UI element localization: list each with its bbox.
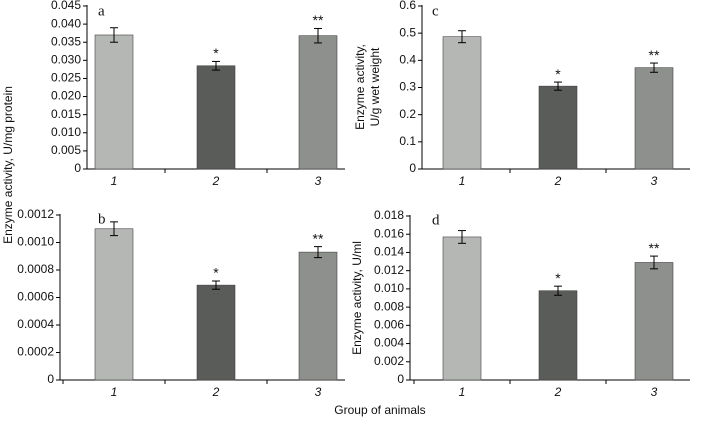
significance-mark: *: [213, 45, 219, 61]
y-tick-label: 0.0002: [17, 345, 54, 359]
y-tick-label: 0.014: [374, 245, 404, 259]
y-tick-label: 0.040: [51, 16, 81, 30]
significance-mark: **: [313, 230, 324, 246]
bar: [196, 284, 236, 381]
x-tick-label: 3: [315, 385, 322, 399]
y-tick-label: 0.016: [374, 226, 404, 240]
error-bar: [458, 230, 466, 244]
y-tick-label: 0: [47, 372, 54, 386]
significance-mark: *: [555, 270, 561, 286]
bar: [634, 67, 674, 170]
y-tick-label: 0.005: [51, 143, 81, 157]
y-tick-label: 0.020: [51, 89, 81, 103]
bar: [196, 65, 236, 170]
error-bar: [314, 246, 322, 259]
bar: [442, 36, 482, 170]
y-tick-label: 0.4: [399, 53, 416, 67]
x-tick-label: 1: [111, 174, 118, 188]
bar: [298, 35, 338, 170]
x-tick-label: 2: [554, 385, 562, 399]
panel-label: d: [432, 212, 440, 228]
panel: 0 0.0002 0.0004 0.0006 0.0008 0.0010 0.0012 1 * 2…: [17, 207, 345, 399]
error-bar: [554, 81, 562, 91]
x-tick-label: 3: [651, 385, 658, 399]
significance-mark: **: [649, 47, 660, 63]
bar: [442, 236, 482, 381]
y-tick-label: 0.018: [374, 208, 404, 222]
y-tick-label: 0.0012: [17, 207, 54, 221]
error-bar: [554, 285, 562, 296]
y-tick-label: 0.0008: [17, 262, 54, 276]
x-tick-label: 2: [212, 385, 220, 399]
y-tick-label: 0.2: [399, 107, 416, 121]
error-bar: [110, 27, 118, 43]
significance-mark: *: [213, 265, 219, 281]
panel-label: c: [432, 3, 439, 19]
bar: [298, 251, 338, 381]
y-tick-label: 0.010: [374, 281, 404, 295]
panel: 0 0.005 0.010 0.015 0.020 0.025 0.030 0.035 0.04…: [1, 0, 345, 244]
significance-mark: **: [313, 12, 324, 28]
x-tick-label: 1: [111, 385, 118, 399]
x-tick-label: 3: [315, 174, 322, 188]
y-tick-label: 0: [74, 161, 81, 175]
bar: [94, 34, 134, 170]
y-tick-label: 0.002: [374, 354, 404, 368]
y-tick-label: 0.5: [399, 25, 416, 39]
y-tick-label: 0.1: [399, 134, 416, 148]
y-tick-label: 0.045: [51, 0, 81, 12]
y-tick-label: 0.008: [374, 299, 404, 313]
y-axis-label: Enzyme activity, U/mg protein: [1, 86, 15, 244]
y-tick-label: 0.3: [399, 80, 416, 94]
bar: [634, 262, 674, 381]
error-bar: [650, 62, 658, 73]
x-axis-label: Group of animals: [334, 403, 425, 417]
y-tick-label: 0.004: [374, 336, 404, 350]
error-bar: [650, 255, 658, 270]
y-tick-label: 0.012: [374, 263, 404, 277]
panel: 0 0.002 0.004 0.006 0.008 0.010 0.012 0.014 0.01…: [350, 208, 690, 399]
y-tick-label: 0.030: [51, 53, 81, 67]
panel-label: a: [98, 3, 105, 19]
y-tick-label: 0.6: [399, 0, 416, 12]
x-tick-label: 1: [459, 174, 466, 188]
error-bar: [110, 221, 118, 237]
x-tick-label: 1: [459, 385, 466, 399]
error-bar: [458, 30, 466, 44]
bar: [94, 228, 134, 381]
y-tick-label: 0.010: [51, 125, 81, 139]
panel-label: b: [98, 211, 106, 227]
significance-mark: **: [649, 240, 660, 256]
y-tick-label: 0: [409, 161, 416, 175]
y-tick-label: 0.006: [374, 318, 404, 332]
bar: [538, 290, 578, 381]
y-axis-label: Enzyme activity,: [353, 44, 367, 130]
y-axis-label: Enzyme activity, U/ml: [350, 241, 364, 355]
y-tick-label: 0.0010: [17, 235, 54, 249]
x-tick-label: 3: [651, 174, 658, 188]
y-tick-label: 0.035: [51, 34, 81, 48]
error-bar: [212, 280, 220, 290]
significance-mark: *: [555, 66, 561, 82]
error-bar: [314, 27, 322, 44]
y-axis-label: U/g wet weight: [368, 47, 382, 126]
y-tick-label: 0.0006: [17, 290, 54, 304]
y-tick-label: 0.0004: [17, 317, 54, 331]
panel: 0 0.1 0.2 0.3 0.4 0.5 0.6 1 * 2 ** 3 c Enzyme activit…: [353, 0, 690, 188]
x-tick-label: 2: [554, 174, 562, 188]
y-tick-label: 0.015: [51, 107, 81, 121]
error-bar: [212, 60, 220, 71]
y-tick-label: 0.025: [51, 71, 81, 85]
bar: [538, 85, 578, 170]
y-tick-label: 0: [397, 372, 404, 386]
x-tick-label: 2: [212, 174, 220, 188]
